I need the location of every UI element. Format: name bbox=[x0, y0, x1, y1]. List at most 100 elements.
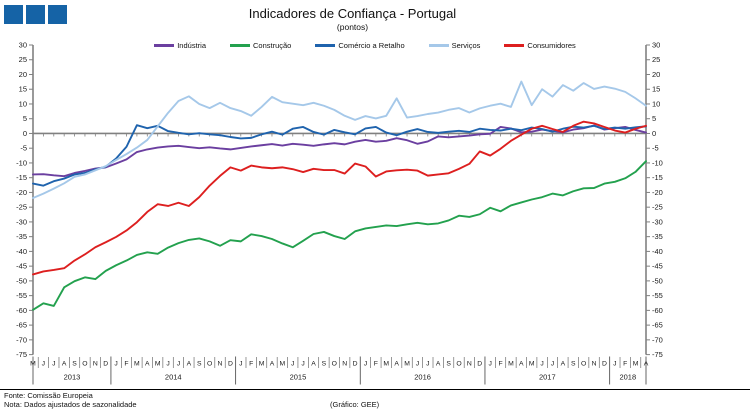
svg-text:-10: -10 bbox=[652, 158, 663, 167]
svg-text:-65: -65 bbox=[652, 321, 663, 330]
svg-text:2013: 2013 bbox=[64, 373, 81, 382]
svg-text:-5: -5 bbox=[20, 144, 27, 153]
svg-text:2017: 2017 bbox=[539, 373, 556, 382]
svg-text:-20: -20 bbox=[652, 188, 663, 197]
svg-text:O: O bbox=[332, 361, 337, 368]
svg-text:30: 30 bbox=[652, 41, 660, 50]
svg-text:M: M bbox=[529, 361, 535, 368]
svg-text:25: 25 bbox=[19, 55, 27, 64]
legend-line-swatch-industria bbox=[154, 44, 175, 47]
page-title: Indicadores de Confiança - Portugal bbox=[248, 6, 457, 21]
svg-text:M: M bbox=[134, 361, 140, 368]
svg-text:D: D bbox=[477, 361, 482, 368]
legend-label-consumidores: Consumidores bbox=[527, 41, 576, 50]
logo-square-icon bbox=[48, 5, 67, 24]
svg-text:A: A bbox=[394, 361, 399, 368]
chart-legend: Indústria Construção Comércio a Retalho … bbox=[0, 41, 730, 50]
svg-text:A: A bbox=[145, 361, 150, 368]
svg-text:10: 10 bbox=[652, 99, 660, 108]
svg-text:2015: 2015 bbox=[290, 373, 307, 382]
svg-text:N: N bbox=[592, 361, 597, 368]
svg-text:A: A bbox=[519, 361, 524, 368]
svg-text:M: M bbox=[259, 361, 265, 368]
svg-text:-45: -45 bbox=[652, 262, 663, 271]
svg-text:-40: -40 bbox=[16, 247, 27, 256]
page-subtitle: (pontos) bbox=[336, 22, 369, 32]
svg-text:J: J bbox=[239, 361, 242, 368]
svg-text:A: A bbox=[311, 361, 316, 368]
svg-text:2018: 2018 bbox=[619, 373, 636, 382]
svg-text:A: A bbox=[436, 361, 441, 368]
svg-text:F: F bbox=[498, 361, 502, 368]
svg-text:0: 0 bbox=[23, 129, 27, 138]
svg-text:D: D bbox=[228, 361, 233, 368]
logo-square-icon bbox=[26, 5, 45, 24]
legend-item-consumidores: Consumidores bbox=[504, 41, 576, 50]
svg-text:N: N bbox=[93, 361, 98, 368]
svg-text:-30: -30 bbox=[16, 217, 27, 226]
svg-text:D: D bbox=[353, 361, 358, 368]
svg-text:-50: -50 bbox=[16, 276, 27, 285]
legend-item-construcao: Construção bbox=[230, 41, 291, 50]
svg-text:F: F bbox=[249, 361, 253, 368]
svg-text:5: 5 bbox=[652, 114, 656, 123]
svg-text:J: J bbox=[291, 361, 294, 368]
svg-text:S: S bbox=[446, 361, 451, 368]
svg-text:A: A bbox=[270, 361, 275, 368]
svg-text:-55: -55 bbox=[16, 291, 27, 300]
svg-text:-75: -75 bbox=[652, 350, 663, 359]
svg-text:O: O bbox=[207, 361, 212, 368]
svg-text:-40: -40 bbox=[652, 247, 663, 256]
svg-text:15: 15 bbox=[652, 85, 660, 94]
legend-line-swatch-comercio bbox=[315, 44, 336, 47]
legend-line-swatch-consumidores bbox=[504, 44, 525, 47]
svg-text:M: M bbox=[155, 361, 161, 368]
svg-text:D: D bbox=[602, 361, 607, 368]
svg-text:-60: -60 bbox=[652, 306, 663, 315]
legend-item-industria: Indústria bbox=[154, 41, 206, 50]
svg-text:J: J bbox=[177, 361, 180, 368]
svg-text:20: 20 bbox=[652, 70, 660, 79]
svg-text:J: J bbox=[42, 361, 45, 368]
svg-text:5: 5 bbox=[23, 114, 27, 123]
svg-text:S: S bbox=[72, 361, 77, 368]
svg-text:A: A bbox=[62, 361, 67, 368]
svg-text:-20: -20 bbox=[16, 188, 27, 197]
legend-item-comercio: Comércio a Retalho bbox=[315, 41, 405, 50]
svg-text:25: 25 bbox=[652, 55, 660, 64]
svg-text:F: F bbox=[374, 361, 378, 368]
svg-text:20: 20 bbox=[19, 70, 27, 79]
svg-text:S: S bbox=[322, 361, 327, 368]
svg-text:2016: 2016 bbox=[414, 373, 431, 382]
legend-label-industria: Indústria bbox=[177, 41, 206, 50]
svg-text:A: A bbox=[187, 361, 192, 368]
footer-credit: (Gráfico: GEE) bbox=[330, 400, 380, 409]
svg-text:0: 0 bbox=[652, 129, 656, 138]
svg-text:O: O bbox=[581, 361, 586, 368]
svg-text:-45: -45 bbox=[16, 262, 27, 271]
svg-text:O: O bbox=[456, 361, 461, 368]
svg-text:-60: -60 bbox=[16, 306, 27, 315]
svg-text:M: M bbox=[404, 361, 410, 368]
svg-text:-65: -65 bbox=[16, 321, 27, 330]
svg-text:J: J bbox=[114, 361, 117, 368]
legend-line-swatch-servicos bbox=[428, 44, 449, 47]
svg-text:J: J bbox=[488, 361, 491, 368]
svg-text:M: M bbox=[508, 361, 514, 368]
svg-text:J: J bbox=[613, 361, 616, 368]
svg-text:10: 10 bbox=[19, 99, 27, 108]
svg-text:N: N bbox=[342, 361, 347, 368]
svg-text:-25: -25 bbox=[16, 203, 27, 212]
svg-text:A: A bbox=[561, 361, 566, 368]
svg-text:N: N bbox=[467, 361, 472, 368]
svg-text:30: 30 bbox=[19, 41, 27, 50]
svg-text:-70: -70 bbox=[16, 335, 27, 344]
svg-text:D: D bbox=[103, 361, 108, 368]
svg-text:-75: -75 bbox=[16, 350, 27, 359]
footer-note: Nota: Dados ajustados de sazonalidade bbox=[4, 400, 137, 409]
logo bbox=[4, 5, 67, 24]
svg-text:-55: -55 bbox=[652, 291, 663, 300]
svg-text:-50: -50 bbox=[652, 276, 663, 285]
